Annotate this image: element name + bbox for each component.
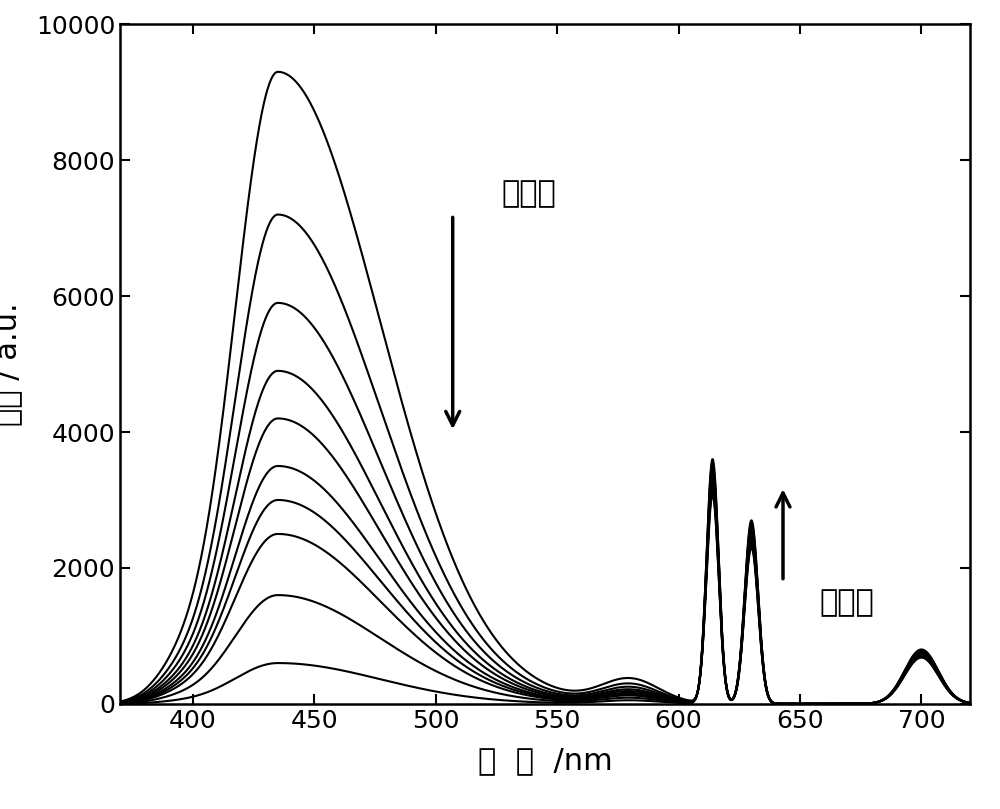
Text: 酒精度: 酒精度 [501,179,556,208]
Y-axis label: 强度 / a.u.: 强度 / a.u. [0,303,22,426]
X-axis label: 波  长  /nm: 波 长 /nm [478,747,612,776]
Text: 酒精度: 酒精度 [819,588,874,617]
